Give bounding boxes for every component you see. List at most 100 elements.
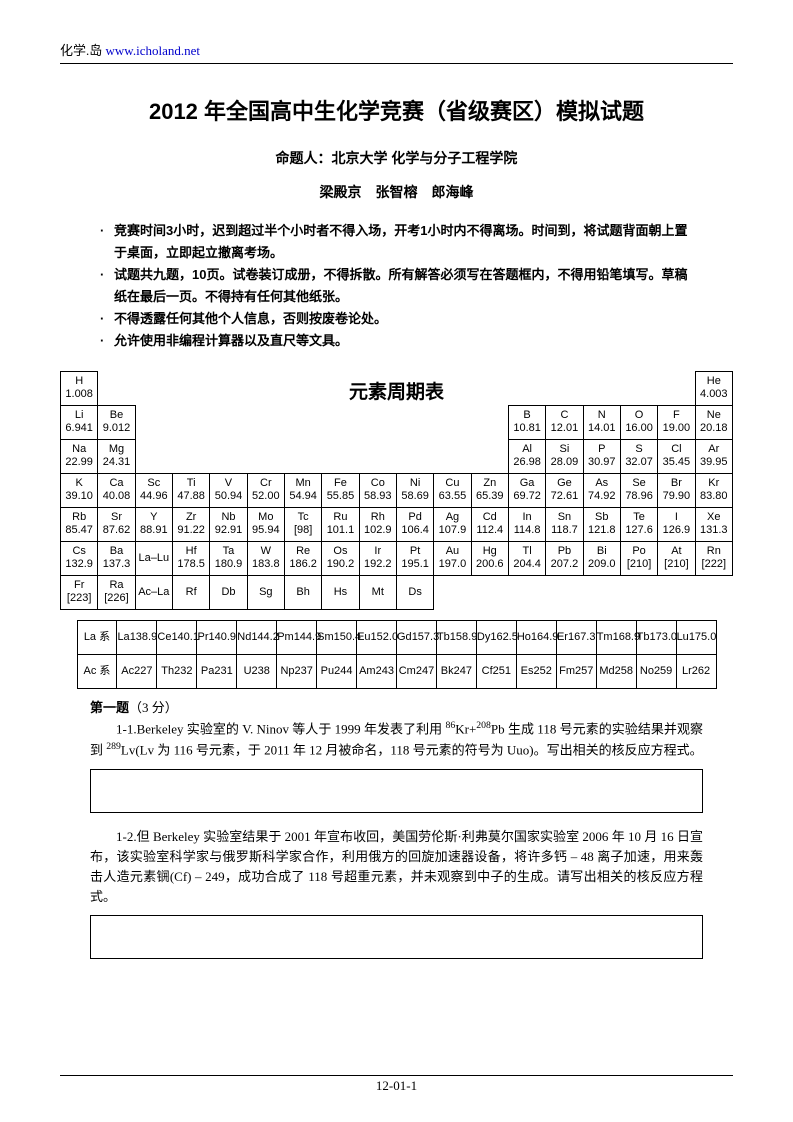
- la-cell: Cm247: [397, 654, 437, 688]
- q1-2-text: 1-2.但 Berkeley 实验室结果于 2001 年宣布收回，美国劳伦斯·利…: [90, 827, 703, 908]
- element-cell: Bh: [284, 575, 321, 609]
- periodic-table-wrap: 元素周期表 H1.008He4.003Li6.941Be9.012B10.81C…: [60, 371, 733, 610]
- element-cell: Hf178.5: [172, 541, 209, 575]
- subtitle-prefix: 命题人：: [276, 150, 332, 166]
- element-cell: Pb207.2: [546, 541, 583, 575]
- element-cell: F19.00: [658, 405, 695, 439]
- la-cell: Ho164.9: [516, 620, 556, 654]
- element-cell: Zn65.39: [471, 473, 508, 507]
- element-cell: Br79.90: [658, 473, 695, 507]
- element-cell: Fe55.85: [322, 473, 359, 507]
- element-cell: Ar39.95: [695, 439, 732, 473]
- element-cell: V50.94: [210, 473, 247, 507]
- la-cell: Tm168.9: [596, 620, 636, 654]
- element-cell: Ti47.88: [172, 473, 209, 507]
- page-footer: 12-01-1: [60, 1075, 733, 1094]
- site-url[interactable]: www.icholand.net: [106, 43, 200, 58]
- element-cell: Hg200.6: [471, 541, 508, 575]
- element-cell: O16.00: [620, 405, 657, 439]
- element-cell: Xe131.3: [695, 507, 732, 541]
- la-cell: La138.9: [117, 620, 157, 654]
- element-cell: Os190.2: [322, 541, 359, 575]
- la-cell: Tb173.0: [636, 620, 676, 654]
- element-cell: Si28.09: [546, 439, 583, 473]
- la-cell: Pa231: [197, 654, 237, 688]
- element-cell: Y88.91: [135, 507, 172, 541]
- element-cell: Bi209.0: [583, 541, 620, 575]
- la-cell: Ac 系: [77, 654, 117, 688]
- element-cell: Nb92.91: [210, 507, 247, 541]
- element-cell: Sr87.62: [98, 507, 135, 541]
- element-cell: Rb85.47: [61, 507, 98, 541]
- q1-head-rest: （3 分）: [129, 700, 178, 715]
- element-cell: Ir192.2: [359, 541, 396, 575]
- element-cell: Rf: [172, 575, 209, 609]
- element-cell: Ni58.69: [396, 473, 433, 507]
- element-cell: N14.01: [583, 405, 620, 439]
- authors: 梁殿京 张智榕 郎海峰: [60, 182, 733, 202]
- periodic-table: H1.008He4.003Li6.941Be9.012B10.81C12.01N…: [60, 371, 733, 610]
- element-cell: Na22.99: [61, 439, 98, 473]
- rule-3: 不得透露任何其他个人信息，否则按废卷论处。: [114, 308, 387, 330]
- la-cell: Np237: [277, 654, 317, 688]
- element-cell: Ca40.08: [98, 473, 135, 507]
- element-cell: Mg24.31: [98, 439, 135, 473]
- la-cell: Md258: [596, 654, 636, 688]
- la-cell: U238: [237, 654, 277, 688]
- la-cell: Tb158.9: [436, 620, 476, 654]
- element-cell: Rn[222]: [695, 541, 732, 575]
- subtitle-body: 北京大学 化学与分子工程学院: [332, 150, 518, 166]
- la-cell: Es252: [516, 654, 556, 688]
- lanthanide-actinide-table: La 系La138.9Ce140.1Pr140.9Nd144.2Pm144.9S…: [77, 620, 717, 689]
- la-cell: Lu175.0: [676, 620, 716, 654]
- element-cell: Li6.941: [61, 405, 98, 439]
- element-cell: Ga69.72: [508, 473, 545, 507]
- q1-head: 第一题（3 分）: [90, 697, 703, 716]
- element-cell: Se78.96: [620, 473, 657, 507]
- element-cell: Fr[223]: [61, 575, 98, 609]
- rule-4: 允许使用非编程计算器以及直尺等文具。: [114, 330, 348, 352]
- la-cell: Th232: [157, 654, 197, 688]
- la-cell: Cf251: [476, 654, 516, 688]
- element-cell: Be9.012: [98, 405, 135, 439]
- element-cell: Mn54.94: [284, 473, 321, 507]
- element-cell: Cd112.4: [471, 507, 508, 541]
- page-header: 化学.岛 www.icholand.net: [60, 40, 733, 64]
- element-cell: Sg: [247, 575, 284, 609]
- q1-head-bold: 第一题: [90, 700, 129, 715]
- element-cell: W183.8: [247, 541, 284, 575]
- element-cell: Ne20.18: [695, 405, 732, 439]
- la-cell: Lr262: [676, 654, 716, 688]
- element-cell: Re186.2: [284, 541, 321, 575]
- la-cell: Eu152.0: [357, 620, 397, 654]
- element-cell: In114.8: [508, 507, 545, 541]
- element-cell: K39.10: [61, 473, 98, 507]
- q1-1-answer-box: [90, 769, 703, 813]
- element-cell: Ru101.1: [322, 507, 359, 541]
- la-cell: Dy162.5: [476, 620, 516, 654]
- la-cell: Fm257: [556, 654, 596, 688]
- la-cell: Am243: [357, 654, 397, 688]
- element-cell: Co58.93: [359, 473, 396, 507]
- element-cell: Zr91.22: [172, 507, 209, 541]
- element-cell: Sb121.8: [583, 507, 620, 541]
- la-cell: Pu244: [317, 654, 357, 688]
- element-cell: Cl35.45: [658, 439, 695, 473]
- rule-2: 试题共九题，10页。试卷装订成册，不得拆散。所有解答必须写在答题框内，不得用铅笔…: [114, 264, 693, 308]
- element-cell: Ge72.61: [546, 473, 583, 507]
- la-cell: Gd157.3: [397, 620, 437, 654]
- element-cell: Cu63.55: [434, 473, 471, 507]
- la-cell: No259: [636, 654, 676, 688]
- element-cell: S32.07: [620, 439, 657, 473]
- element-cell: Ds: [396, 575, 433, 609]
- element-cell: Cs132.9: [61, 541, 98, 575]
- la-cell: Pr140.9: [197, 620, 237, 654]
- la-cell: Sm150.4: [317, 620, 357, 654]
- element-cell: Db: [210, 575, 247, 609]
- element-cell: Cr52.00: [247, 473, 284, 507]
- rules-list: ·竞赛时间3小时，迟到超过半个小时者不得入场，开考1小时内不得离场。时间到，将试…: [100, 220, 693, 353]
- element-cell: Mo95.94: [247, 507, 284, 541]
- element-cell: Tl204.4: [508, 541, 545, 575]
- element-cell: Po[210]: [620, 541, 657, 575]
- element-cell: C12.01: [546, 405, 583, 439]
